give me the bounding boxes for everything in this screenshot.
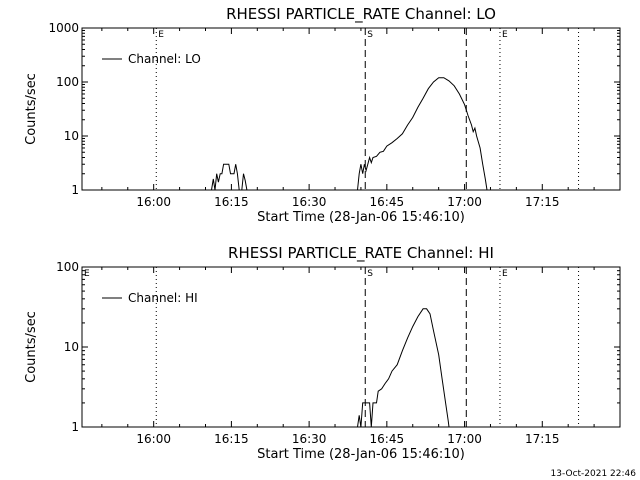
chart-title: RHESSI PARTICLE_RATE Channel: HI (228, 244, 494, 263)
y-axis-label: Counts/sec (24, 311, 39, 383)
x-tick-label: 17:00 (447, 195, 482, 209)
time-marker-label: E (502, 30, 508, 40)
legend-label: Channel: HI (128, 291, 198, 305)
y-tick-label: 1 (71, 183, 79, 197)
x-tick-label: 16:15 (214, 195, 249, 209)
chart-panel-2: RHESSI PARTICLE_RATE Channel: HI 1 10 100 16… (24, 244, 621, 462)
series-line (357, 308, 450, 428)
x-tick-label: 16:45 (370, 432, 405, 446)
chart-title: RHESSI PARTICLE_RATE Channel: LO (226, 5, 496, 24)
x-tick-label: 16:30 (292, 432, 327, 446)
series-line (211, 163, 248, 191)
x-tick-label: 16:15 (214, 432, 249, 446)
x-axis-label: Start Time (28-Jan-06 15:46:10) (257, 210, 465, 225)
x-tick-label: 17:00 (447, 432, 482, 446)
y-tick-label: 100 (56, 260, 79, 274)
time-marker-label: S (367, 30, 373, 40)
series-line (357, 77, 488, 191)
x-tick-label: 16:00 (136, 432, 171, 446)
x-tick-label: 17:15 (525, 432, 560, 446)
x-tick-label: 17:15 (525, 195, 560, 209)
plot-frame (81, 27, 621, 191)
legend-label: Channel: LO (128, 52, 201, 66)
chart-panel-1: RHESSI PARTICLE_RATE Channel: LO 1 10 100 10… (24, 5, 621, 225)
x-axis-label: Start Time (28-Jan-06 15:46:10) (257, 447, 465, 462)
y-tick-label: 1 (71, 420, 79, 434)
time-marker-label: S (367, 269, 373, 279)
x-tick-label: 16:45 (370, 195, 405, 209)
corner-marker-label: E (84, 269, 90, 279)
x-tick-label: 16:00 (136, 195, 171, 209)
y-axis-label: Counts/sec (24, 73, 39, 145)
time-marker-label: E (158, 30, 164, 40)
y-tick-label: 1000 (48, 21, 79, 35)
y-tick-label: 10 (64, 340, 79, 354)
footer-timestamp: 13-Oct-2021 22:46 (551, 469, 637, 479)
y-tick-label: 10 (64, 129, 79, 143)
y-tick-label: 100 (56, 75, 79, 89)
time-marker-label: E (502, 269, 508, 279)
x-tick-label: 16:30 (292, 195, 327, 209)
